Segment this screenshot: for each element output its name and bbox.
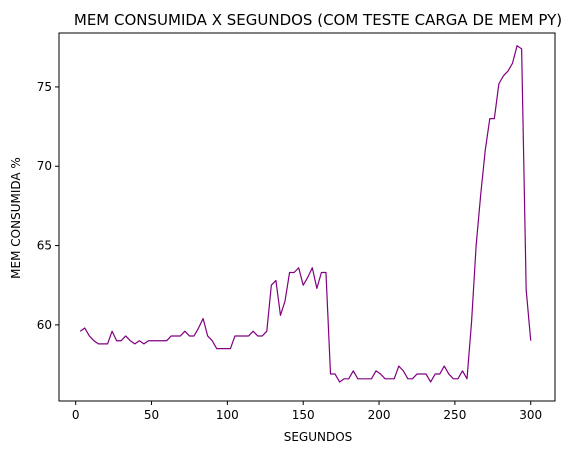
series-line-1: [80, 46, 530, 382]
y-axis-label: MEM CONSUMIDA %: [9, 157, 23, 279]
y-tick-label: 70: [37, 159, 52, 173]
x-tick-label: 50: [144, 408, 159, 422]
axes-frame: [59, 33, 555, 401]
y-tick-label: 75: [37, 80, 52, 94]
x-axis: 0 50 100 150 200 250 300: [72, 401, 542, 422]
x-tick-label: 200: [368, 408, 391, 422]
x-axis-label: SEGUNDOS: [284, 430, 353, 444]
x-tick-label: 300: [519, 408, 542, 422]
x-tick-label: 100: [216, 408, 239, 422]
x-tick-label: 0: [72, 408, 80, 422]
y-tick-label: 60: [37, 318, 52, 332]
chart-title: MEM CONSUMIDA X SEGUNDOS (COM TESTE CARG…: [74, 11, 562, 29]
x-tick-label: 250: [443, 408, 466, 422]
plot-area: [80, 46, 530, 382]
x-tick-label: 150: [292, 408, 315, 422]
y-tick-label: 65: [37, 239, 52, 253]
y-axis: 60 65 70 75: [37, 80, 59, 332]
